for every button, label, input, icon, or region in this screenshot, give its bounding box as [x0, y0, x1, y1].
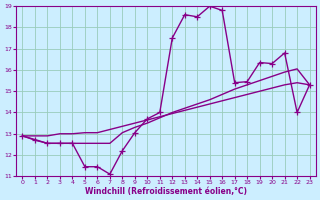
X-axis label: Windchill (Refroidissement éolien,°C): Windchill (Refroidissement éolien,°C): [85, 187, 247, 196]
